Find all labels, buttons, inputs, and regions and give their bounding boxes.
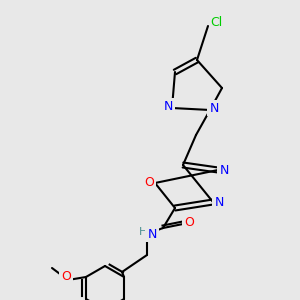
Text: O: O [61, 269, 71, 283]
Text: O: O [144, 176, 154, 190]
Text: H: H [139, 227, 147, 237]
Text: O: O [184, 215, 194, 229]
Text: N: N [219, 164, 229, 176]
Text: N: N [214, 196, 224, 208]
Text: N: N [209, 101, 219, 115]
Text: Cl: Cl [210, 16, 222, 28]
Text: N: N [147, 227, 157, 241]
Text: N: N [163, 100, 173, 112]
